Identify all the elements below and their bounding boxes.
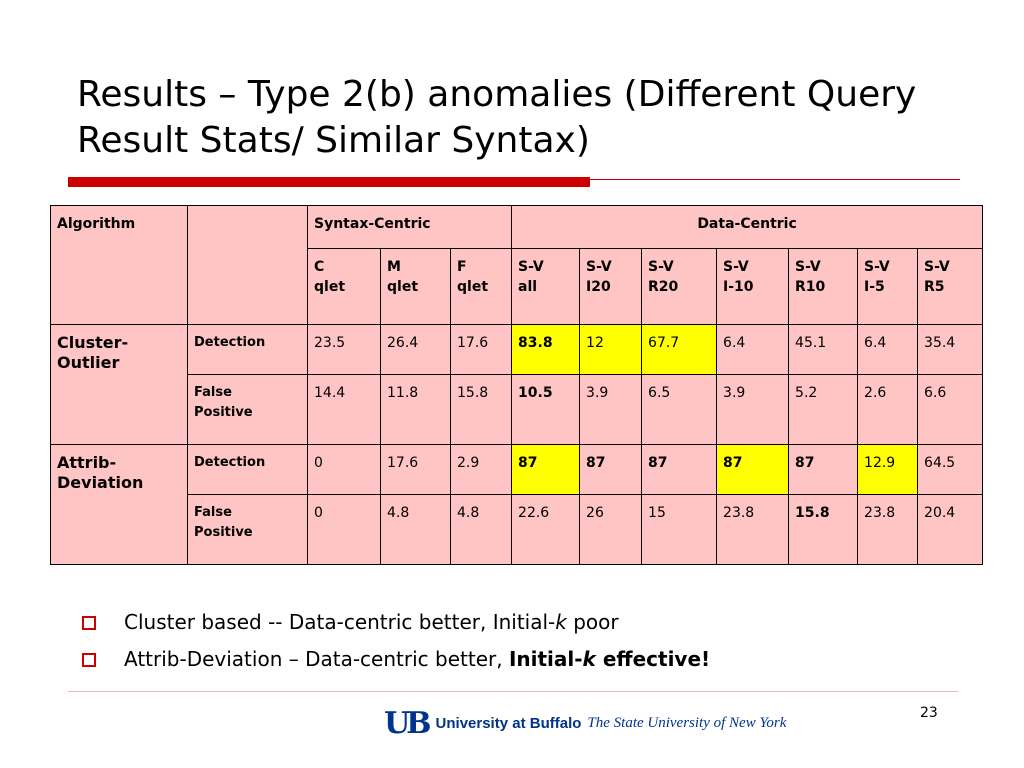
page-number: 23	[920, 705, 938, 721]
value-cell: 6.4	[716, 324, 790, 375]
value-cell: 10.5	[511, 374, 581, 445]
subheader-cell: S-V R5	[917, 248, 984, 325]
value-cell: 83.8	[511, 324, 581, 375]
slide-title: Results – Type 2(b) anomalies (Different…	[77, 74, 917, 161]
checkbox-bullet-icon	[82, 652, 96, 667]
value-cell: 11.8	[380, 374, 451, 445]
group-cluster-outlier: Cluster- Outlier	[50, 324, 188, 445]
value-cell: 3.9	[579, 374, 643, 445]
value-cell: 15.8	[788, 494, 859, 565]
value-cell: 15	[641, 494, 718, 565]
header-algorithm: Algorithm	[50, 205, 188, 325]
value-cell: 4.8	[380, 494, 451, 565]
subheader-cell: S-V I20	[579, 248, 643, 325]
value-cell: 20.4	[917, 494, 984, 565]
ub-logo-mark: UB	[384, 706, 431, 741]
metric-label: Detection	[187, 324, 308, 375]
value-cell: 87	[788, 444, 859, 495]
checkbox-bullet-icon	[82, 615, 96, 630]
value-cell: 26	[579, 494, 643, 565]
group-attrib-deviation: Attrib- Deviation	[50, 444, 188, 565]
subheader-cell: S-V I-10	[716, 248, 790, 325]
value-cell: 6.4	[857, 324, 919, 375]
value-cell: 22.6	[511, 494, 581, 565]
value-cell: 23.8	[716, 494, 790, 565]
value-cell: 45.1	[788, 324, 859, 375]
value-cell: 6.5	[641, 374, 718, 445]
value-cell: 15.8	[449, 374, 513, 445]
value-cell: 3.9	[716, 374, 790, 445]
value-cell: 12	[579, 324, 643, 375]
value-cell: 2.9	[449, 444, 513, 495]
value-cell: 0	[307, 494, 381, 565]
value-cell: 12.9	[857, 444, 919, 495]
table-row: Cluster- Outlier Detection 23.5 26.4 17.6…	[50, 324, 984, 445]
bullet-item: Cluster based -- Data-centric better, In…	[80, 604, 710, 641]
bullet-list: Cluster based -- Data-centric better, In…	[80, 604, 710, 678]
value-cell: 6.6	[917, 374, 984, 445]
subheader-cell: S-V I-5	[857, 248, 919, 325]
value-cell: 14.4	[307, 374, 381, 445]
metric-label: False Positive	[187, 494, 308, 565]
value-cell: 26.4	[380, 324, 451, 375]
subheader-cell: S-V all	[511, 248, 581, 325]
bullet-text: Attrib-Deviation – Data-centric better, …	[124, 647, 711, 671]
table-header-row: Algorithm Syntax-Centric Data-Centric	[50, 205, 984, 325]
header-empty	[187, 205, 308, 325]
value-cell: 5.2	[788, 374, 859, 445]
value-cell: 23.8	[857, 494, 919, 565]
value-cell: 87	[579, 444, 643, 495]
table-row: False Positive 0 4.8 4.8 22.6 26 15 23.8 …	[51, 494, 984, 565]
value-cell: 64.5	[917, 444, 984, 495]
university-tagline: The State University of New York	[587, 715, 787, 731]
header-data-centric: Data-Centric	[511, 205, 984, 249]
header-syntax-centric: Syntax-Centric	[306, 205, 513, 249]
value-cell: 87	[511, 444, 581, 495]
value-cell: 2.6	[857, 374, 919, 445]
metric-label: False Positive	[187, 374, 308, 445]
university-logo: UB University at Buffalo The State Unive…	[384, 706, 786, 741]
bullet-text: Cluster based -- Data-centric better, In…	[124, 610, 619, 634]
subheader-cell: S-V R10	[788, 248, 859, 325]
value-cell: 0	[307, 444, 381, 495]
title-underline-thick	[68, 177, 590, 187]
table-row: Attrib- Deviation Detection 0 17.6 2.9 87…	[50, 444, 984, 565]
value-cell: 87	[716, 444, 790, 495]
value-cell: 67.7	[641, 324, 718, 375]
table-row: False Positive 14.4 11.8 15.8 10.5 3.9 6.…	[51, 374, 984, 445]
university-name: University at Buffalo	[435, 715, 582, 732]
value-cell: 87	[641, 444, 718, 495]
value-cell: 35.4	[917, 324, 984, 375]
value-cell: 17.6	[380, 444, 451, 495]
value-cell: 4.8	[449, 494, 513, 565]
value-cell: 23.5	[307, 324, 381, 375]
title-underline-thin	[590, 179, 960, 180]
footer-divider	[68, 691, 958, 692]
bullet-item: Attrib-Deviation – Data-centric better, …	[80, 641, 710, 678]
metric-label: Detection	[187, 444, 308, 495]
value-cell: 17.6	[449, 324, 513, 375]
subheader-cell: S-V R20	[641, 248, 718, 325]
